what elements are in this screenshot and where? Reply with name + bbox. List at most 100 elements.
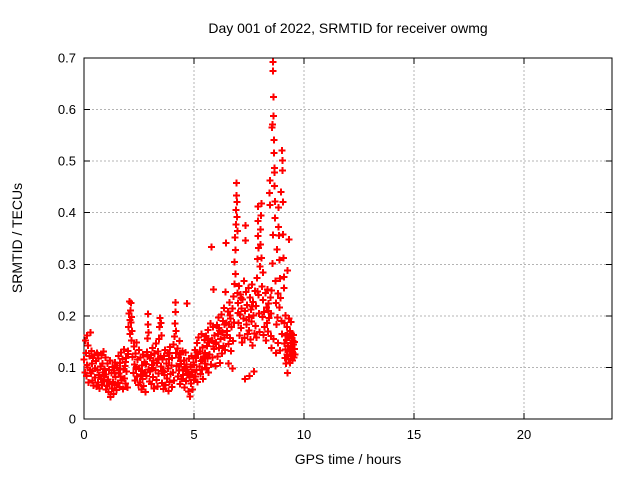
data-point — [241, 375, 249, 383]
y-tick-label: 0.1 — [58, 360, 76, 375]
data-point — [247, 318, 255, 326]
data-point — [276, 275, 284, 283]
data-point — [250, 311, 258, 319]
data-point — [148, 380, 156, 388]
data-point — [91, 374, 99, 382]
data-point — [273, 321, 280, 329]
data-point — [159, 385, 167, 393]
data-point — [283, 323, 291, 331]
data-point — [196, 347, 204, 355]
data-point — [168, 354, 176, 362]
data-point — [172, 327, 180, 335]
data-point — [274, 339, 282, 347]
data-point — [128, 327, 136, 335]
data-point — [229, 337, 237, 345]
data-point — [232, 192, 240, 200]
data-point — [104, 388, 112, 396]
plot-border — [83, 57, 613, 420]
data-point — [115, 383, 123, 391]
data-point — [123, 384, 131, 392]
data-point — [126, 307, 134, 315]
data-point — [246, 293, 254, 301]
data-point — [155, 323, 163, 331]
data-point — [151, 366, 159, 374]
data-point — [261, 289, 269, 297]
data-point — [163, 374, 171, 382]
data-point — [100, 347, 108, 355]
data-point — [208, 354, 216, 362]
data-point — [168, 383, 176, 391]
data-point — [169, 369, 177, 377]
data-point — [217, 310, 225, 318]
data-point — [100, 377, 108, 385]
data-point — [131, 376, 139, 384]
data-point — [277, 188, 285, 196]
data-point — [217, 335, 225, 343]
data-point — [241, 222, 249, 230]
data-point — [233, 198, 241, 206]
data-point — [283, 369, 291, 377]
data-point — [170, 341, 178, 349]
tick-label-layer: 0 5 10 15 20 0 0.1 0.2 0.3 0.4 0.5 0.6 0.7 — [58, 51, 531, 443]
data-point — [275, 231, 283, 239]
data-point — [179, 371, 187, 379]
data-point — [250, 329, 258, 337]
data-point — [210, 345, 218, 353]
data-point — [261, 323, 269, 331]
data-point — [140, 382, 148, 390]
data-point — [279, 230, 287, 238]
data-point — [174, 373, 182, 381]
data-point — [253, 274, 261, 282]
data-point — [124, 347, 132, 355]
data-point — [263, 319, 271, 327]
data-point — [278, 157, 286, 165]
data-point — [206, 320, 214, 328]
data-point — [116, 359, 124, 367]
data-point — [223, 327, 231, 335]
data-point — [133, 373, 141, 381]
data-point — [275, 204, 283, 212]
data-point — [162, 359, 170, 367]
data-point — [211, 362, 219, 370]
data-point — [123, 368, 131, 376]
data-point — [220, 304, 228, 312]
data-point — [257, 226, 265, 234]
data-point — [127, 299, 135, 307]
data-point — [229, 292, 237, 300]
data-point — [252, 334, 260, 342]
data-point — [109, 390, 117, 398]
data-point — [244, 330, 252, 338]
data-point — [281, 354, 289, 362]
data-point — [159, 356, 167, 364]
data-point — [136, 378, 144, 386]
data-point — [192, 373, 200, 381]
data-point — [164, 364, 172, 372]
data-point — [254, 232, 262, 240]
data-point — [166, 343, 174, 351]
data-point — [227, 314, 235, 322]
data-point — [271, 197, 279, 205]
data-point — [285, 314, 293, 322]
data-point — [139, 351, 147, 359]
data-point — [221, 288, 229, 296]
data-point — [180, 357, 188, 365]
data-point — [276, 256, 284, 264]
data-point — [87, 347, 95, 355]
data-point — [278, 330, 286, 338]
data-point — [270, 149, 278, 157]
data-point — [236, 310, 244, 318]
data-point — [275, 304, 283, 312]
data-point — [247, 336, 255, 344]
data-point — [186, 363, 194, 371]
data-point — [270, 136, 278, 144]
data-point — [101, 354, 109, 362]
tick-layer — [83, 57, 612, 420]
data-point — [186, 392, 194, 400]
data-point — [262, 337, 270, 345]
data-point — [257, 211, 265, 219]
data-point — [98, 381, 106, 389]
data-point — [173, 344, 181, 352]
data-point — [196, 370, 204, 378]
data-point — [231, 258, 239, 266]
